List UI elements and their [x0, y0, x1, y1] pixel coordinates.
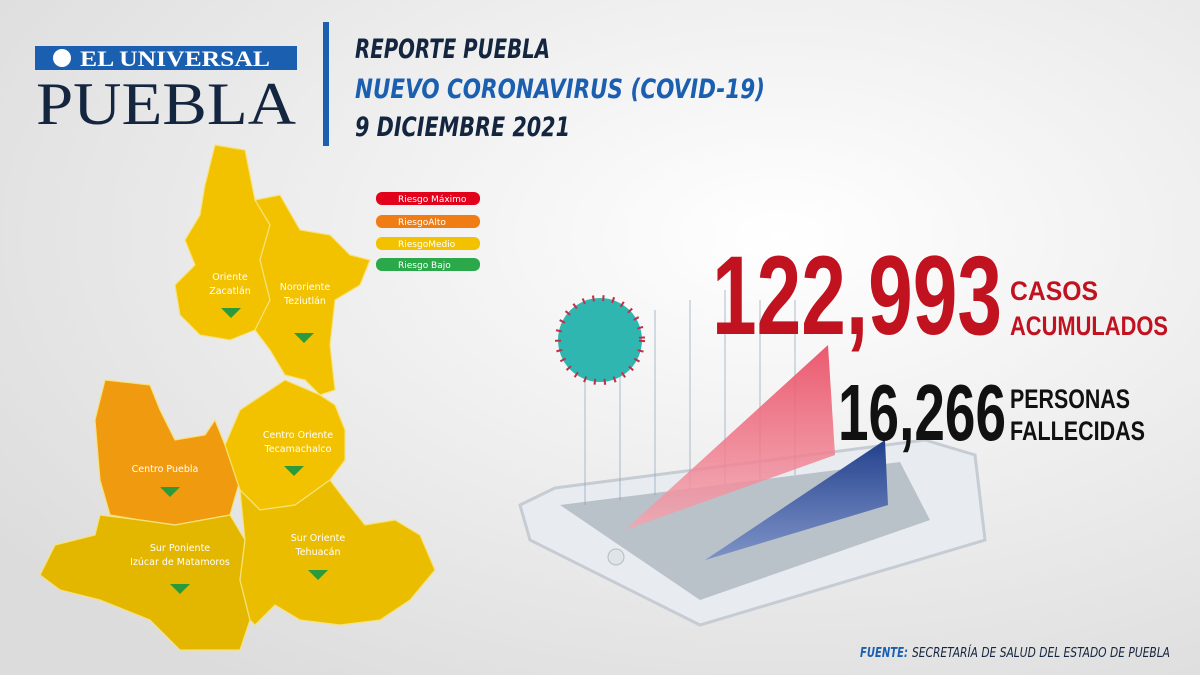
legend-swatch [376, 192, 480, 205]
risk-marker [284, 466, 304, 476]
logo-top: EL UNIVERSAL [80, 46, 270, 71]
date: 9 DICIEMBRE 2021 [355, 112, 570, 143]
virus-spikes [555, 295, 645, 385]
region-sub: Zacatlán [209, 286, 251, 297]
legend-swatch [376, 237, 480, 250]
risk-marker [170, 584, 190, 594]
legend-label: Riesgo Máximo [398, 195, 467, 205]
map [39, 144, 436, 651]
legend-swatch [376, 215, 480, 228]
risk-marker [308, 570, 328, 580]
region-sub: Tecamachalco [264, 444, 332, 455]
region-sub: Teziutlán [283, 296, 326, 307]
region-sub: Tehuacán [295, 547, 341, 558]
legend-label: RiesgoAlto [398, 218, 446, 228]
region-name: Sur Oriente [291, 533, 346, 544]
legend-label: Riesgo Bajo [398, 261, 451, 271]
region-name: Sur Poniente [150, 543, 210, 554]
stat-number: 122,993 [712, 233, 1002, 358]
logo-bottom: PUEBLA [36, 71, 296, 137]
logo-emblem [53, 49, 71, 67]
stat-label: FALLECIDAS [1010, 416, 1145, 446]
red-shape [625, 345, 835, 530]
virus [558, 298, 642, 382]
region [39, 514, 251, 651]
stat-label: ACUMULADOS [1010, 311, 1168, 341]
divider [323, 22, 329, 146]
risk-marker [294, 333, 314, 343]
region [239, 479, 436, 626]
tablet-graphic [518, 290, 987, 627]
subtitle: NUEVO CORONAVIRUS (COVID-19) [355, 74, 765, 105]
tablet-button [607, 548, 625, 566]
region-name: Oriente [212, 272, 248, 283]
risk-marker [160, 487, 180, 497]
stat-label: CASOS [1010, 276, 1098, 306]
region [254, 194, 371, 396]
region-name: Centro Oriente [263, 430, 333, 441]
stat-label: PERSONAS [1010, 384, 1130, 414]
legend-label: RiesgoMedio [398, 240, 456, 250]
risk-marker [221, 308, 241, 318]
source-text: SECRETARÍA DE SALUD DEL ESTADO DE PUEBLA [912, 645, 1170, 661]
blue-shape [705, 440, 888, 560]
title: REPORTE PUEBLA [355, 34, 550, 65]
risk-markers [160, 308, 328, 594]
source-label: FUENTE: [860, 646, 908, 661]
legend: Riesgo Máximo RiesgoAlto RiesgoMedio Rie… [376, 192, 480, 271]
legend-swatch [376, 258, 480, 271]
logo-bar [35, 46, 297, 70]
region-name: Centro Puebla [132, 464, 199, 475]
region-name: Nororiente [280, 282, 331, 293]
stat-number: 16,266 [838, 368, 1006, 457]
region-sub: Izúcar de Matamoros [130, 557, 230, 568]
